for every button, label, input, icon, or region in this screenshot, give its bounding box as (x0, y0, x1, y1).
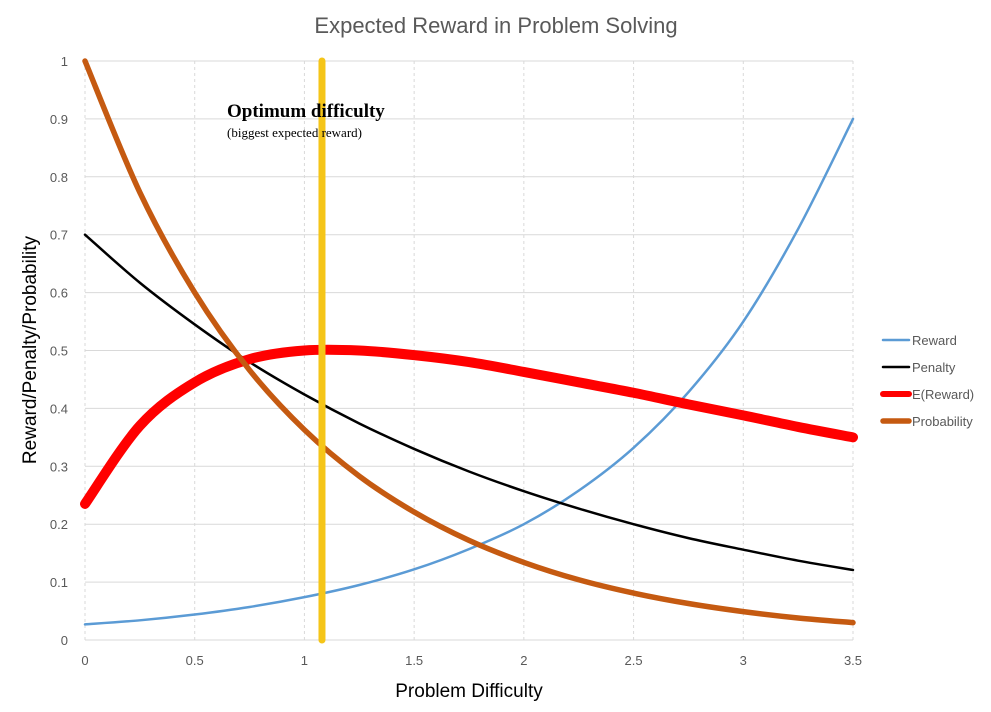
axes: 0 0.1 0.2 0.3 0.4 0.5 0.6 0.7 0.8 0.9 1 0 0.5 1 1.5 2 2.… (50, 54, 862, 668)
x-tick-label: 2 (520, 653, 527, 668)
y-tick-label: 0 (61, 633, 68, 648)
x-axis-label: Problem Difficulty (395, 681, 543, 702)
legend-label: Penalty (912, 360, 956, 375)
x-tick-label: 3.5 (844, 653, 862, 668)
series-line-probability (82, 58, 856, 626)
y-tick-label: 0.6 (50, 286, 68, 301)
y-tick-label: 0.2 (50, 517, 68, 532)
y-tick-label: 0.3 (50, 459, 68, 474)
y-tick-label: 1 (61, 54, 68, 69)
y-tick-label: 0.1 (50, 575, 68, 590)
x-tick-label: 1.5 (405, 653, 423, 668)
annotation-subtitle: (biggest expected reward) (227, 125, 362, 140)
series-line-penalty (83, 233, 855, 572)
x-tick-label: 0.5 (186, 653, 204, 668)
series-line-ereward (80, 344, 858, 509)
y-tick-label: 0.7 (50, 228, 68, 243)
legend-label: Reward (912, 333, 957, 348)
annotation-title: Optimum difficulty (227, 101, 385, 122)
series-line-reward (83, 117, 855, 626)
x-tick-label: 1 (301, 653, 308, 668)
legend-label: Probability (912, 414, 973, 429)
gridlines (84, 60, 854, 641)
y-tick-label: 0.5 (50, 344, 68, 359)
y-tick-label: 0.9 (50, 112, 68, 127)
y-tick-label: 0.8 (50, 170, 68, 185)
legend-label: E(Reward) (912, 387, 974, 402)
x-tick-label: 0 (81, 653, 88, 668)
x-tick-label: 2.5 (625, 653, 643, 668)
series-layer (80, 58, 858, 626)
y-tick-label: 0.4 (50, 401, 68, 416)
legend: Reward Penalty E(Reward) Probability (880, 333, 974, 429)
x-tick-label: 3 (740, 653, 747, 668)
chart-title: Expected Reward in Problem Solving (314, 13, 677, 38)
y-axis-label: Reward/Penalty/Probability (20, 235, 41, 464)
